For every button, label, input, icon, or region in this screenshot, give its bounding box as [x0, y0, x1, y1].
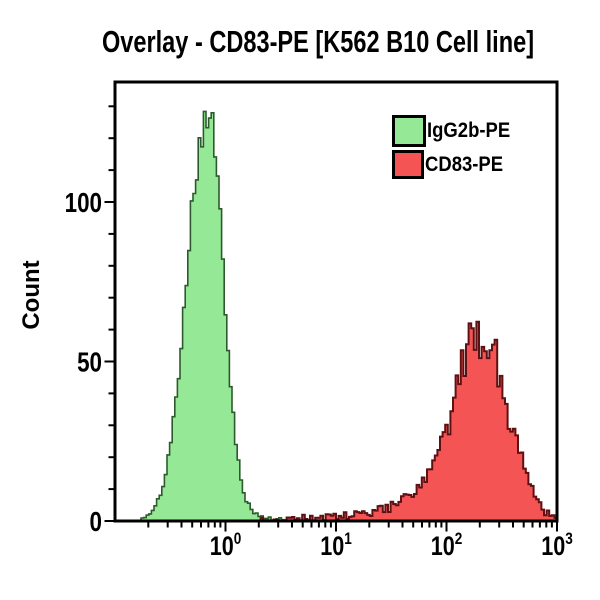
- x-tick-label: 100: [210, 530, 242, 562]
- y-tick-label: 50: [77, 347, 102, 378]
- legend-item-cd83-pe: CD83-PE: [392, 149, 522, 180]
- legend: IgG2b-PE CD83-PE: [392, 114, 522, 180]
- y-axis-label: Count: [18, 260, 45, 330]
- y-tick-label: 0: [90, 507, 102, 538]
- chart-title: Overlay - CD83-PE [K562 B10 Cell line]: [34, 24, 600, 60]
- legend-label-cd83-pe: CD83-PE: [425, 152, 504, 176]
- legend-item-igg2b-pe: IgG2b-PE: [392, 114, 522, 148]
- chart-title-text: Overlay - CD83-PE [K562 B10 Cell line]: [101, 24, 535, 59]
- x-tick-label: 103: [541, 530, 573, 562]
- y-tick-label: 100: [65, 188, 102, 219]
- axis-ticks: [104, 105, 558, 532]
- plot-border: [113, 80, 559, 523]
- x-tick-label: 102: [431, 530, 463, 562]
- x-tick-label: 101: [320, 530, 352, 562]
- legend-label-igg2b-pe: IgG2b-PE: [427, 119, 511, 142]
- legend-swatch-green: [392, 115, 426, 147]
- legend-swatch-red: [392, 150, 424, 179]
